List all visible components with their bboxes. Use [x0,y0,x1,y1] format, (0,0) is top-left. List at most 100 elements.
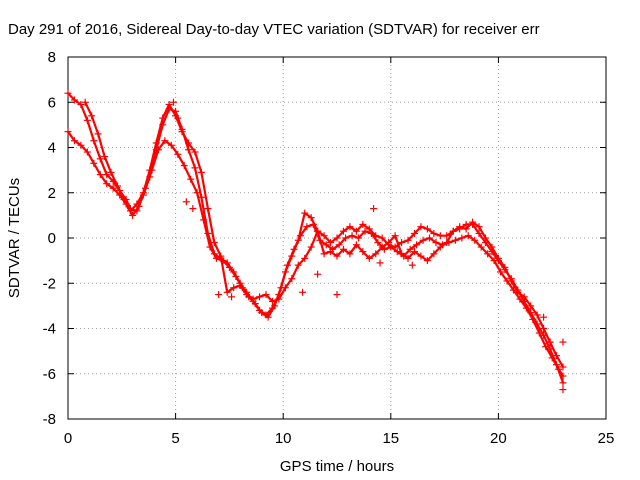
outlier-point [314,270,322,278]
data-point [378,234,386,242]
data-point [404,236,412,244]
data-point [333,234,341,242]
data-point [200,216,208,224]
data-point [367,229,375,237]
data-point [81,98,89,106]
data-point [307,243,315,251]
data-point [159,114,167,122]
data-point [212,254,220,262]
data-point [436,232,444,240]
data-point [535,329,543,337]
data-point [251,300,259,308]
data-point [288,275,296,283]
data-point [542,343,550,351]
data-point [243,291,251,299]
data-point [236,282,244,290]
outlier-point [546,338,554,346]
data-point [548,354,556,362]
data-point [398,239,406,247]
data-point [555,365,563,373]
data-point [501,263,509,271]
data-point [262,291,270,299]
data-point [378,243,386,251]
outlier-point [333,291,341,299]
data-point [152,139,160,147]
data-point [64,128,72,136]
data-point [70,96,78,104]
data-point [559,372,567,380]
data-point [488,243,496,251]
data-point [359,248,367,256]
data-point [307,214,315,222]
data-point [165,101,173,109]
data-point [559,363,567,371]
data-point [413,241,421,249]
data-point [101,153,109,161]
data-point [339,245,347,253]
data-point [191,164,199,172]
data-point [365,225,373,233]
data-point [410,248,418,256]
data-point [320,232,328,240]
data-point [417,252,425,260]
data-point [410,229,418,237]
x-tick-label: 10 [275,430,292,447]
tick-labels: 0 5 10 15 20 25 -8 -6 -4 -2 0 2 4 6 8 [43,49,615,447]
data-point [204,205,212,213]
data-point [348,232,356,240]
y-tick-label: 4 [48,140,56,157]
data-point [494,254,502,262]
grid-lines [68,57,606,419]
outlier-point [408,261,416,269]
outlier-point [169,98,177,106]
data-point [281,284,289,292]
data-point [301,209,309,217]
data-point [187,175,195,183]
data-point [374,239,382,247]
data-point [70,137,78,145]
data-point [507,277,515,285]
y-tick-label: 8 [48,49,56,66]
data-point [191,148,199,156]
data-point [275,295,283,303]
data-point [553,352,561,360]
x-axis-label: GPS time / hours [280,458,394,475]
data-point [387,243,395,251]
data-point [339,227,347,235]
data-point [294,261,302,269]
data-point [327,239,335,247]
data-point [139,189,147,197]
data-point [206,243,214,251]
data-point [398,250,406,258]
data-point [217,252,225,260]
data-point [355,234,363,242]
data-point [197,168,205,176]
data-point [88,112,96,120]
data-point [451,236,459,244]
data-point [268,297,276,305]
data-point [469,218,477,226]
data-point [258,309,266,317]
data-point [490,257,498,265]
data-point [406,245,414,253]
data-point [404,254,412,262]
data-point [522,304,530,312]
data-point [514,288,522,296]
y-tick-label: 0 [48,230,56,247]
data-point [249,295,257,303]
x-tick-label: 5 [171,430,179,447]
data-point [314,227,322,235]
data-point [527,302,535,310]
data-point [296,232,304,240]
data-point [64,89,72,97]
series-3 [81,98,567,371]
data-point [83,116,91,124]
data-point [210,239,218,247]
data-point [430,250,438,258]
x-tick-label: 20 [490,430,507,447]
data-point [471,236,479,244]
data-point [185,139,193,147]
data-point [154,146,162,154]
data-point [301,254,309,262]
data-point [365,254,373,262]
